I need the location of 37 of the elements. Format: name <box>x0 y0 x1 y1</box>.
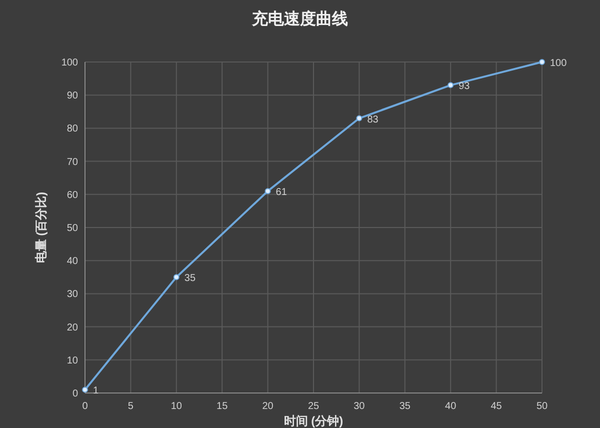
data-label: 83 <box>367 114 379 126</box>
x-tick-label: 5 <box>128 401 134 412</box>
y-tick-label: 10 <box>66 355 78 366</box>
x-tick-label: 40 <box>445 401 457 412</box>
data-label: 35 <box>184 273 196 284</box>
y-axis-title: 电量 (百分比) <box>34 192 48 264</box>
y-tick-label: 70 <box>66 156 78 168</box>
x-tick-label: 20 <box>262 401 274 412</box>
point <box>539 59 545 65</box>
x-tick-label: 0 <box>82 401 88 412</box>
point <box>82 386 88 393</box>
y-tick-label: 100 <box>61 58 78 68</box>
data-label: 1 <box>93 386 99 397</box>
y-tick-label: 80 <box>66 124 78 135</box>
y-tick-label: 30 <box>66 289 78 300</box>
point <box>264 188 271 194</box>
y-tick-label: 0 <box>72 388 78 400</box>
x-tick-label: 30 <box>354 401 366 412</box>
y-tick-label: 40 <box>66 256 78 268</box>
x-tick-label: 50 <box>536 401 548 412</box>
x-tick-label: 15 <box>216 401 228 412</box>
x-tick-label: 45 <box>490 401 502 412</box>
point <box>173 274 180 280</box>
data-label: 61 <box>276 187 288 198</box>
data-label: 93 <box>458 81 470 92</box>
x-tick-label: 25 <box>308 401 320 412</box>
y-tick-label: 90 <box>66 90 78 102</box>
point <box>356 115 362 122</box>
y-tick-label: 60 <box>66 190 78 201</box>
y-tick-label: 50 <box>66 223 78 234</box>
x-tick-label: 35 <box>399 401 411 412</box>
data-label: 100 <box>550 58 568 69</box>
x-axis-title: 时间 (分钟) <box>284 414 344 428</box>
y-tick-label: 20 <box>66 322 78 334</box>
x-tick-label: 10 <box>170 401 182 412</box>
chart-title: 充电速度曲线 <box>251 9 348 28</box>
point <box>448 82 454 88</box>
